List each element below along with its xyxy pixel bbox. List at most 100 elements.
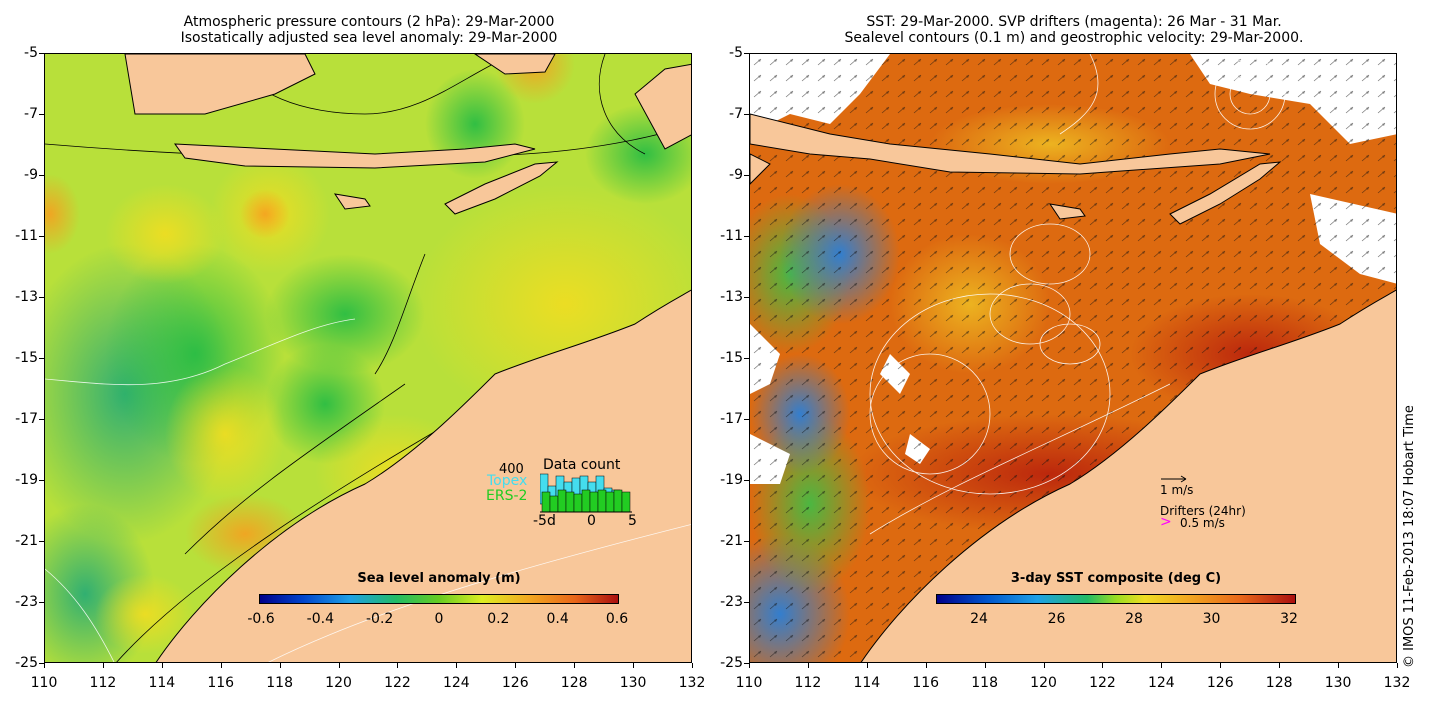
left-y-tick-label: -11 [15,228,38,244]
sealevel-contours [869,54,1286,535]
left-y-tick-label: -25 [15,655,38,671]
topex-label: Topex [487,473,528,489]
right-y-tick-mark [744,663,749,664]
left-x-tick-mark [279,663,281,668]
drifters-label: Drifters (24hr) [1160,504,1246,518]
left-y-tick-label: -15 [15,350,38,366]
left-title-line2: Isostatically adjusted sea level anomaly… [180,30,558,46]
left-x-tick-label: 122 [384,675,411,691]
left-y-tick-mark [39,541,44,542]
sla-colorbar-title: Sea level anomaly (m) [357,571,521,586]
left-x-tick-mark [220,663,222,668]
right-y-tick-mark [744,297,749,298]
data-count-x-label-mid: 0 [587,513,596,529]
right-x-tick-mark [925,663,927,668]
sla-colorbar-tick-label: 0.2 [487,611,510,627]
sla-colorbar-tick-label: -0.4 [306,611,334,627]
left-x-tick-label: 132 [678,675,706,691]
australia-landmass [860,289,1396,662]
right-y-tick-label: -7 [729,106,743,122]
data-count-x-label-start: -5d [533,513,556,529]
right-y-tick-label: -25 [720,655,743,671]
right-x-tick-label: 110 [735,675,763,691]
left-y-tick-label: -9 [24,167,38,183]
right-y-tick-mark [744,175,749,176]
left-y-tick-mark [39,297,44,298]
sla-colorbar-tick-label: -0.6 [247,611,275,627]
left-y-tick-mark [39,602,44,603]
right-x-tick-label: 124 [1147,675,1175,691]
data-count-histogram [540,473,632,513]
right-x-tick-label: 112 [794,675,822,691]
copyright-text: © IMOS 11-Feb-2013 18:07 Hobart Time [1402,405,1417,668]
eastern-islands [634,63,691,150]
sst-colorbar-title: 3-day SST composite (deg C) [1010,571,1222,586]
left-y-tick-mark [39,175,44,176]
right-title-line2: Sealevel contours (0.1 m) and geostrophi… [844,30,1304,46]
left-y-tick-label: -23 [15,594,38,610]
left-x-tick-mark [633,663,635,668]
right-x-tick-label: 132 [1383,675,1411,691]
right-y-tick-mark [744,236,749,237]
left-y-tick-mark [39,419,44,420]
left-panel-title: Atmospheric pressure contours (2 hPa): 2… [45,14,693,46]
ers-label: ERS-2 [486,488,528,504]
left-x-tick-label: 112 [89,675,117,691]
sla-colorbar [259,594,619,604]
sla-colorbar-tick-label: 0 [434,611,444,627]
sst-colorbar-tick-label: 26 [1047,611,1066,627]
left-x-tick-label: 126 [501,675,529,691]
left-x-tick-label: 130 [619,675,647,691]
sla-map-panel[interactable] [44,53,692,663]
sst-colorbar [936,594,1296,604]
right-y-tick-label: -9 [729,167,743,183]
left-x-tick-mark [338,663,340,668]
left-x-tick-label: 116 [207,675,235,691]
velocity-scale-arrow [1161,475,1187,483]
sumba-island [333,193,371,210]
right-y-tick-label: -11 [720,228,743,244]
right-y-tick-label: -19 [720,472,743,488]
left-x-tick-mark [161,663,163,668]
right-x-tick-label: 128 [1265,675,1293,691]
timor-island [1169,161,1282,225]
drifter-speed-label: 0.5 m/s [1180,516,1225,530]
sst-colorbar-tick-label: 32 [1280,611,1298,627]
right-x-tick-mark [1220,663,1222,668]
left-x-tick-mark [102,663,104,668]
left-y-tick-mark [39,236,44,237]
right-y-tick-label: -13 [720,289,743,305]
lesser-sunda-islands [173,143,536,169]
right-y-tick-mark [744,358,749,359]
right-x-tick-label: 116 [912,675,940,691]
right-x-tick-label: 122 [1089,675,1116,691]
left-y-tick-label: -17 [15,411,38,427]
left-title-line1: Atmospheric pressure contours (2 hPa): 2… [183,14,555,30]
right-y-tick-label: -21 [720,533,743,549]
right-x-tick-mark [866,663,868,668]
left-y-tick-mark [39,114,44,115]
sla-colorbar-tick-label: 0.4 [546,611,569,627]
right-y-tick-mark [744,114,749,115]
right-y-tick-mark [744,541,749,542]
right-x-tick-label: 114 [853,675,881,691]
timor-island [444,161,559,215]
data-count-max-label: 400 [499,462,524,477]
right-y-tick-label: -17 [720,411,743,427]
left-y-tick-label: -21 [15,533,38,549]
sst-map-panel[interactable] [749,53,1397,663]
sla-land [124,54,691,662]
sla-map [45,54,691,662]
left-y-tick-label: -5 [24,45,38,61]
right-x-tick-mark [1102,663,1104,668]
right-y-tick-label: -15 [720,350,743,366]
right-x-tick-mark [1279,663,1281,668]
right-y-tick-label: -5 [729,45,743,61]
left-x-tick-label: 118 [266,675,293,691]
western-coastal-fragment [750,153,771,185]
sla-colorbar-tick-label: -0.2 [365,611,394,627]
northern-islands [474,54,556,75]
right-x-tick-mark [1161,663,1163,668]
right-x-tick-mark [1397,663,1398,668]
right-x-tick-mark [807,663,809,668]
